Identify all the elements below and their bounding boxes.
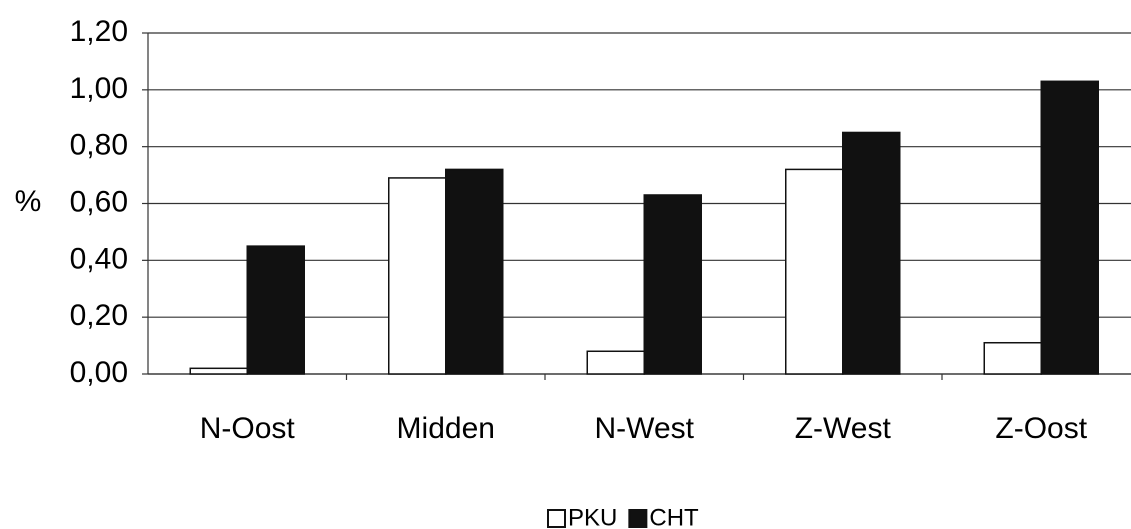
legend-swatch <box>547 509 566 528</box>
x-tick-label: N-West <box>595 412 695 445</box>
legend-label: PKU <box>568 504 617 529</box>
x-tick-label: Z-West <box>795 412 892 445</box>
legend: PKU CHT <box>547 504 699 529</box>
legend-label: CHT <box>649 504 699 529</box>
y-tick-label: 0,00 <box>70 356 128 389</box>
bar <box>643 194 702 375</box>
y-tick-label: 1,20 <box>70 15 128 48</box>
bar <box>983 341 1042 375</box>
x-tick-label: Z-Oost <box>995 412 1087 445</box>
bar <box>842 131 901 375</box>
y-tick-label: 0,40 <box>70 242 128 275</box>
y-axis-label: % <box>15 185 42 218</box>
bar <box>785 168 844 375</box>
y-tick-label: 0,80 <box>70 129 128 162</box>
y-tick-label: 1,00 <box>70 72 128 105</box>
x-tick-label: N-Oost <box>200 412 296 445</box>
y-tick-label: 0,60 <box>70 185 128 218</box>
legend-swatch <box>628 509 648 528</box>
bar <box>1040 80 1099 375</box>
bar <box>445 168 504 375</box>
bar <box>246 245 305 375</box>
bar <box>586 350 645 375</box>
y-tick-label: 0,20 <box>70 299 128 332</box>
bar <box>388 177 447 375</box>
x-tick-label: Midden <box>397 412 495 445</box>
bar <box>189 367 248 375</box>
